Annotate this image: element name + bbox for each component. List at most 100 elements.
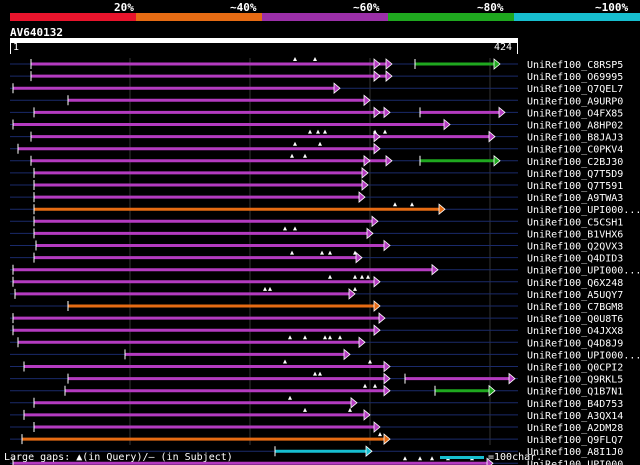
hit-name-link[interactable]: UniRef100_Q0CPI2: [527, 363, 623, 374]
hit-arrow: [343, 348, 351, 361]
query-gap-mark: [290, 250, 294, 255]
identity-legend-bar: [10, 13, 640, 21]
hit-name-link[interactable]: UniRef100_O69995: [527, 72, 623, 83]
query-ruler: 1 424: [10, 42, 518, 55]
hit-row[interactable]: UniRef100_Q7T5D9: [10, 167, 623, 180]
hit-name-link[interactable]: UniRef100_Q6X248: [527, 278, 623, 289]
hit-row[interactable]: UniRef100_C8RSP5: [10, 57, 623, 71]
hit-arrow: [373, 421, 381, 433]
hit-name-link[interactable]: UniRef100_A8HP02: [527, 121, 623, 132]
hit-row[interactable]: UniRef100_B1VHX6: [10, 226, 623, 240]
hit-row[interactable]: UniRef100_Q7QEL7: [10, 82, 623, 95]
scale-label: =100char.: [488, 452, 543, 463]
hit-name-link[interactable]: UniRef100_Q0U8T6: [527, 314, 623, 325]
hit-name-link[interactable]: UniRef100_Q4D8J9: [527, 338, 623, 349]
hit-arrow: [431, 263, 439, 276]
hit-row[interactable]: UniRef100_A9TWA3: [10, 191, 623, 204]
hit-name-link[interactable]: UniRef100_C7BGM8: [527, 302, 623, 313]
hit-arrow: [443, 118, 451, 131]
hit-row[interactable]: UniRef100_Q9FLQ7: [10, 432, 623, 446]
hit-row[interactable]: UniRef100_Q6X248: [10, 274, 623, 289]
query-gap-mark: [320, 250, 324, 255]
hit-row[interactable]: UniRef100_C7BGM8: [10, 300, 623, 313]
hit-name-link[interactable]: UniRef100_O4JXX8: [527, 326, 623, 337]
hit-name-link[interactable]: UniRef100_A3QX14: [527, 411, 623, 422]
hit-name-link[interactable]: UniRef100_Q2QVX3: [527, 242, 623, 253]
hit-name-link[interactable]: UniRef100_B1VHX6: [527, 229, 623, 240]
hit-row[interactable]: UniRef100_A3QX14: [10, 407, 623, 422]
hit-arrow: [373, 324, 381, 337]
hit-name-link[interactable]: UniRef100_Q9RKL5: [527, 375, 623, 386]
hit-row[interactable]: UniRef100_Q2QVX3: [10, 239, 623, 253]
hit-row[interactable]: UniRef100_C2BJ30: [10, 153, 623, 168]
hit-name-link[interactable]: UniRef100_Q7T5D9: [527, 169, 623, 180]
hit-row[interactable]: UniRef100_Q0U8T6: [10, 312, 623, 325]
query-gap-mark: [363, 383, 367, 388]
query-gap-mark: [430, 456, 434, 461]
hit-name-link[interactable]: UniRef100_O4FX85: [527, 108, 623, 119]
hit-name-link[interactable]: UniRef100_Q7QEL7: [527, 84, 623, 95]
hit-name-link[interactable]: UniRef100_Q1B7N1: [527, 387, 623, 398]
hit-name-link[interactable]: UniRef100_A5UQY7: [527, 290, 623, 301]
hit-row[interactable]: UniRef100_B8JAJ3: [10, 129, 623, 144]
legend-segment: [10, 13, 136, 21]
hit-row[interactable]: UniRef100_C5CSH1: [10, 215, 623, 228]
hit-name-link[interactable]: UniRef100_UPI000...: [527, 266, 640, 277]
hit-row[interactable]: UniRef100_A8HP02: [10, 118, 623, 132]
query-gap-mark: [313, 371, 317, 376]
hit-row[interactable]: UniRef100_UPI000...: [10, 456, 640, 465]
hit-row[interactable]: UniRef100_UPI000...: [10, 202, 640, 216]
query-gap-mark: [353, 286, 357, 291]
hit-name-link[interactable]: UniRef100_Q7T591: [527, 181, 623, 192]
query-gap-mark: [328, 274, 332, 279]
query-gap-mark: [360, 274, 364, 279]
hit-row[interactable]: UniRef100_UPI000...: [10, 263, 640, 277]
hit-name-link[interactable]: UniRef100_A2DM28: [527, 423, 623, 434]
query-gap-mark: [293, 226, 297, 231]
hit-name-link[interactable]: UniRef100_UPI000...: [527, 205, 640, 216]
query-gap-mark: [338, 335, 342, 340]
hit-row[interactable]: UniRef100_C0PKV4: [10, 141, 623, 156]
hit-row[interactable]: UniRef100_UPI000...: [10, 348, 640, 361]
hit-row[interactable]: UniRef100_A5UQY7: [10, 286, 623, 301]
hit-row[interactable]: UniRef100_Q4D8J9: [10, 335, 623, 349]
hit-arrow: [373, 70, 381, 82]
hit-row[interactable]: UniRef100_A9URP0: [10, 94, 623, 107]
hit-name-link[interactable]: UniRef100_C2BJ30: [527, 157, 623, 168]
hit-row[interactable]: UniRef100_Q4DID3: [10, 250, 623, 265]
hit-name-link[interactable]: UniRef100_A8I1J0: [527, 447, 623, 458]
hit-row[interactable]: UniRef100_O4JXX8: [10, 324, 623, 337]
legend-label: 20%: [114, 1, 134, 14]
query-gap-mark: [403, 456, 407, 461]
hit-name-link[interactable]: UniRef100_C5CSH1: [527, 217, 623, 228]
legend-label: ~60%: [353, 1, 380, 14]
hit-row[interactable]: UniRef100_A2DM28: [10, 421, 623, 434]
hit-name-link[interactable]: UniRef100_A9TWA3: [527, 193, 623, 204]
query-gap-mark: [288, 395, 292, 400]
hit-row[interactable]: UniRef100_Q0CPI2: [10, 359, 623, 374]
hit-arrow: [373, 106, 381, 119]
hit-name-link[interactable]: UniRef100_UPI000...: [527, 350, 640, 361]
hit-row[interactable]: UniRef100_O4FX85: [10, 106, 623, 119]
hit-arrow: [333, 82, 341, 95]
hit-row[interactable]: UniRef100_B4D753: [10, 395, 623, 410]
hit-name-link[interactable]: UniRef100_Q9FLQ7: [527, 435, 623, 446]
hit-arrow: [361, 167, 369, 179]
hit-name-link[interactable]: UniRef100_C8RSP5: [527, 60, 623, 71]
hit-name-link[interactable]: UniRef100_Q4DID3: [527, 254, 623, 265]
hit-row[interactable]: UniRef100_O69995: [10, 70, 623, 83]
hit-row[interactable]: UniRef100_Q1B7N1: [10, 383, 623, 398]
hit-arrow: [383, 106, 391, 119]
hit-name-link[interactable]: UniRef100_B4D753: [527, 399, 623, 410]
hit-name-link[interactable]: UniRef100_UPI000...: [527, 459, 640, 465]
hit-arrow: [378, 312, 386, 324]
query-gap-mark: [353, 250, 357, 255]
hit-row[interactable]: UniRef100_Q9RKL5: [10, 371, 623, 386]
hit-name-link[interactable]: UniRef100_A9URP0: [527, 96, 623, 107]
hit-name-link[interactable]: UniRef100_C0PKV4: [527, 145, 623, 156]
hit-row[interactable]: UniRef100_A8I1J0: [10, 445, 623, 458]
query-gap-mark: [303, 407, 307, 412]
hit-row[interactable]: UniRef100_Q7T591: [10, 179, 623, 192]
hit-name-link[interactable]: UniRef100_B8JAJ3: [527, 133, 623, 144]
